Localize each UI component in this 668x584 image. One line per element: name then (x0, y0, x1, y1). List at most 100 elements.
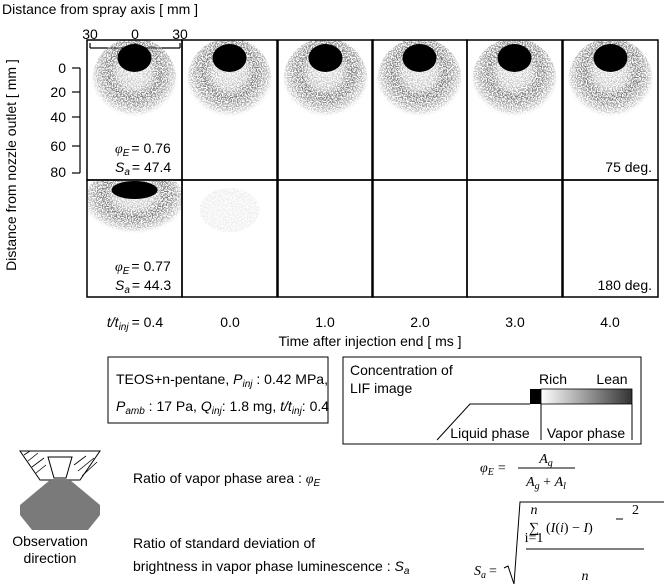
liquid-swatch (530, 389, 541, 404)
text: Sa= (474, 564, 497, 581)
image-panel (200, 188, 260, 232)
text: Ag (538, 452, 553, 469)
tspan: = 0.76 (131, 140, 171, 156)
spray-core (403, 44, 437, 72)
tspan: brightness in vapor phase luminescence : (133, 558, 394, 574)
tspan: = 0.4 (132, 314, 164, 330)
tspan: : 17 Pa, (145, 398, 201, 414)
tspan: = 47.4 (132, 159, 172, 175)
observation-label: direction (24, 550, 77, 566)
sa-value: Sa= 47.4 (115, 159, 171, 178)
y-tick-label: 60 (50, 138, 66, 154)
image-panel (569, 38, 653, 122)
time-label: 3.0 (505, 314, 525, 330)
conditions-line: TEOS+n-pentane, Pinj : 0.42 MPa, (116, 371, 328, 390)
y-axis-label: Distance from nozzle outlet [ mm ] (3, 59, 19, 271)
legend-rich: Rich (539, 371, 567, 387)
legend-title: LIF image (350, 380, 412, 396)
tspan: ) (588, 521, 593, 536)
image-panel (93, 38, 177, 122)
text: n (531, 503, 538, 518)
panel-frame (467, 180, 562, 297)
y-tick-label: 80 (50, 164, 66, 180)
tspan: : 0.4 (302, 398, 329, 414)
legend-vapor: Vapor phase (547, 425, 626, 441)
tspan: Q (201, 398, 212, 414)
tspan: = 44.3 (132, 277, 172, 293)
time-label: 1.0 (315, 314, 335, 330)
text: Ag + Al (525, 475, 566, 492)
legend-lean: Lean (596, 371, 627, 387)
tspan: a (481, 570, 486, 581)
vapor-gradient (541, 389, 632, 404)
panel-frame (278, 180, 373, 297)
image-panel (284, 38, 368, 122)
spray-core (309, 44, 343, 72)
sa-definition: Ratio of standard deviation of (133, 535, 315, 551)
tspan: inj (119, 322, 130, 333)
angle-label: 180 deg. (598, 277, 653, 293)
tspan: = 0.77 (131, 258, 171, 274)
tspan: Ratio of vapor phase area : (133, 470, 306, 486)
spray-core (118, 44, 152, 72)
tspan: S (474, 564, 481, 579)
time-label: 4.0 (600, 314, 620, 330)
text: n (582, 569, 589, 584)
tspan: l (563, 481, 566, 492)
time-axis-title: Time after injection end [ ms ] (278, 333, 461, 349)
spray-faint (200, 188, 260, 232)
y-tick-label: 20 (50, 84, 66, 100)
sa-definition: brightness in vapor phase luminescence :… (133, 558, 410, 577)
tspan: E (123, 148, 130, 159)
tspan: = (498, 461, 506, 476)
tspan: amb (125, 406, 145, 417)
x-axis-label: Distance from spray axis [ mm ] (2, 1, 198, 17)
time-label: t/tinj= 0.4 (107, 314, 163, 333)
observation-label: Observation (12, 533, 87, 549)
time-label: 0.0 (220, 314, 240, 330)
tspan: a (124, 167, 130, 178)
spray-core (498, 44, 532, 72)
angle-label: 75 deg. (605, 159, 652, 175)
phi-definition: Ratio of vapor phase area : φE (133, 470, 321, 489)
tspan: A (554, 475, 564, 490)
image-panel (85, 166, 185, 238)
text: 2 (632, 503, 639, 518)
phi-formula: φE= Ag Ag + Al (480, 452, 575, 492)
phi-value: φE= 0.77 (115, 258, 171, 277)
legend-liquid: Liquid phase (450, 425, 530, 441)
tspan: E (123, 266, 130, 277)
tspan: : 0.42 MPa, (253, 371, 328, 387)
tspan: = (489, 564, 497, 579)
time-label: 2.0 (410, 314, 430, 330)
tspan: ) − (564, 521, 584, 536)
tspan: E (487, 467, 494, 478)
y-tick-label: 0 (58, 60, 66, 76)
text: (I(i) − I) (546, 521, 593, 536)
text: φE= (480, 461, 506, 478)
sa-formula: Sa= n ∑ i=1 (I(i) − I) 2 n (474, 502, 664, 584)
spray-cloud (85, 166, 185, 238)
tspan: g (548, 458, 553, 469)
polygon (20, 480, 100, 530)
sa-value: Sa= 44.3 (115, 277, 171, 296)
tspan: A (525, 475, 535, 490)
g: 0 20 40 60 80 (50, 60, 66, 180)
conditions-line: Pamb : 17 Pa, Qinj: 1.8 mg, t/tinj: 0.4 (116, 398, 329, 417)
image-panel (188, 38, 272, 122)
tspan: : 1.8 mg, (222, 398, 280, 414)
tspan: + (540, 475, 555, 490)
tspan: A (538, 452, 548, 467)
nozzle-drawing (20, 451, 100, 530)
tspan: a (124, 285, 130, 296)
tspan: a (404, 566, 410, 577)
image-panel (378, 38, 462, 122)
figure: Distance from spray axis [ mm ] 30 0 30 … (0, 0, 668, 584)
spray-core (594, 44, 628, 72)
panel-frame (372, 180, 467, 297)
spray-core (112, 181, 158, 199)
y-tick-label: 40 (50, 109, 66, 125)
spray-core (213, 44, 247, 72)
phi-value: φE= 0.76 (115, 140, 171, 159)
tspan: TEOS+n-pentane, (116, 371, 233, 387)
